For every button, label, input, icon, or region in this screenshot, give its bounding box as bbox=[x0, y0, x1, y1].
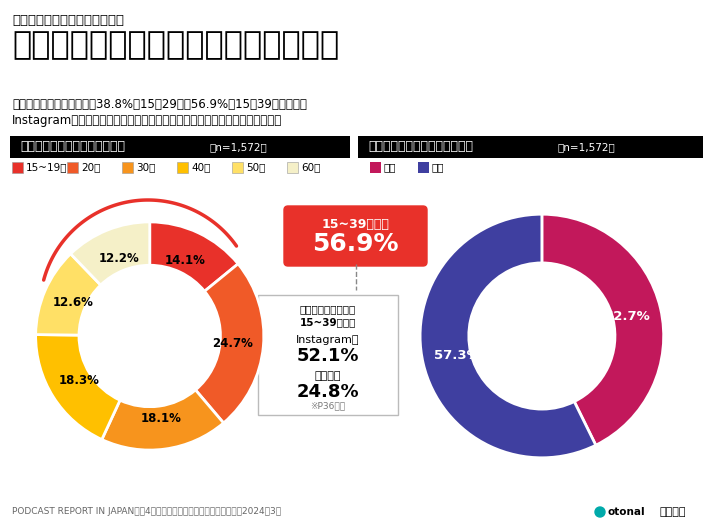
Text: 12.6%: 12.6% bbox=[53, 297, 93, 309]
Text: 24.7%: 24.7% bbox=[212, 337, 253, 350]
Text: （n=1,572）: （n=1,572） bbox=[210, 142, 268, 152]
FancyBboxPatch shape bbox=[177, 162, 188, 173]
Wedge shape bbox=[420, 214, 596, 458]
Text: 15~39歳比率: 15~39歳比率 bbox=[299, 317, 356, 327]
FancyBboxPatch shape bbox=[10, 136, 350, 158]
Wedge shape bbox=[71, 222, 150, 285]
Wedge shape bbox=[102, 390, 224, 450]
Text: 女性: 女性 bbox=[384, 163, 396, 173]
FancyBboxPatch shape bbox=[12, 162, 23, 173]
Text: 14.1%: 14.1% bbox=[165, 254, 206, 267]
Text: 18.3%: 18.3% bbox=[59, 374, 100, 387]
Text: 男性: 男性 bbox=[432, 163, 444, 173]
Text: ラジオは: ラジオは bbox=[314, 371, 342, 381]
Text: ※P36参照: ※P36参照 bbox=[310, 402, 346, 411]
Text: ポッドキャストユーザーの年齢: ポッドキャストユーザーの年齢 bbox=[20, 141, 125, 153]
Text: 56.9%: 56.9% bbox=[312, 232, 399, 256]
FancyBboxPatch shape bbox=[284, 206, 427, 266]
Text: ポッドキャストユーザーの年齢と性別: ポッドキャストユーザーの年齢と性別 bbox=[12, 30, 339, 61]
Text: 朝日新聞: 朝日新聞 bbox=[660, 507, 687, 517]
Wedge shape bbox=[36, 254, 101, 335]
Text: 【オトナル・朝日新聞社調べ】: 【オトナル・朝日新聞社調べ】 bbox=[12, 14, 124, 27]
FancyBboxPatch shape bbox=[418, 162, 429, 173]
Text: 12.2%: 12.2% bbox=[98, 253, 139, 265]
Text: ポッドキャストユーザーの38.8%は15～29歳、56.9%は15～39歳であり、: ポッドキャストユーザーの38.8%は15～29歳、56.9%は15～39歳であり… bbox=[12, 98, 307, 111]
Text: 15~19歳: 15~19歳 bbox=[26, 163, 68, 173]
Text: 42.7%: 42.7% bbox=[605, 310, 650, 322]
Wedge shape bbox=[150, 222, 238, 291]
Circle shape bbox=[595, 507, 605, 517]
FancyBboxPatch shape bbox=[287, 162, 298, 173]
Text: Instagramは: Instagramは bbox=[296, 335, 360, 345]
Text: Instagramやラジオよりユーザー層が若い。性別では男性が過半数を占める。: Instagramやラジオよりユーザー層が若い。性別では男性が過半数を占める。 bbox=[12, 114, 282, 127]
Text: 40代: 40代 bbox=[191, 163, 210, 173]
Text: （n=1,572）: （n=1,572） bbox=[558, 142, 616, 152]
Text: 50代: 50代 bbox=[246, 163, 265, 173]
FancyBboxPatch shape bbox=[370, 162, 381, 173]
Text: otonal: otonal bbox=[608, 507, 646, 517]
FancyBboxPatch shape bbox=[258, 295, 398, 415]
Wedge shape bbox=[542, 214, 664, 445]
Text: 【他メディア比較】: 【他メディア比較】 bbox=[300, 304, 356, 314]
Text: 52.1%: 52.1% bbox=[297, 347, 359, 365]
Text: PODCAST REPORT IN JAPAN　第4回ポッドキャスト国内利用実態調査／2024年3月: PODCAST REPORT IN JAPAN 第4回ポッドキャスト国内利用実態… bbox=[12, 508, 281, 517]
Text: 60代: 60代 bbox=[301, 163, 320, 173]
Text: 30代: 30代 bbox=[136, 163, 155, 173]
FancyBboxPatch shape bbox=[122, 162, 133, 173]
FancyBboxPatch shape bbox=[358, 136, 703, 158]
Wedge shape bbox=[36, 334, 120, 439]
Text: 15~39歳比率: 15~39歳比率 bbox=[322, 217, 389, 230]
Text: 57.3%: 57.3% bbox=[434, 350, 479, 362]
FancyBboxPatch shape bbox=[232, 162, 243, 173]
Text: 20代: 20代 bbox=[81, 163, 101, 173]
FancyBboxPatch shape bbox=[67, 162, 78, 173]
Text: 24.8%: 24.8% bbox=[297, 383, 359, 401]
Wedge shape bbox=[195, 264, 264, 423]
Text: 18.1%: 18.1% bbox=[140, 412, 181, 425]
Text: ポッドキャストユーザーの性別: ポッドキャストユーザーの性別 bbox=[368, 141, 473, 153]
